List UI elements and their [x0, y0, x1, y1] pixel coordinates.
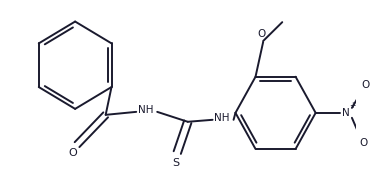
Text: S: S — [172, 158, 179, 169]
Text: O: O — [361, 80, 369, 90]
Text: O: O — [68, 147, 77, 158]
Text: O: O — [257, 29, 265, 39]
Text: -: - — [371, 141, 372, 150]
Text: NH: NH — [138, 105, 154, 115]
Text: +: + — [350, 101, 356, 110]
Text: N: N — [342, 108, 350, 118]
Text: O: O — [359, 138, 368, 148]
Text: NH: NH — [214, 113, 230, 123]
